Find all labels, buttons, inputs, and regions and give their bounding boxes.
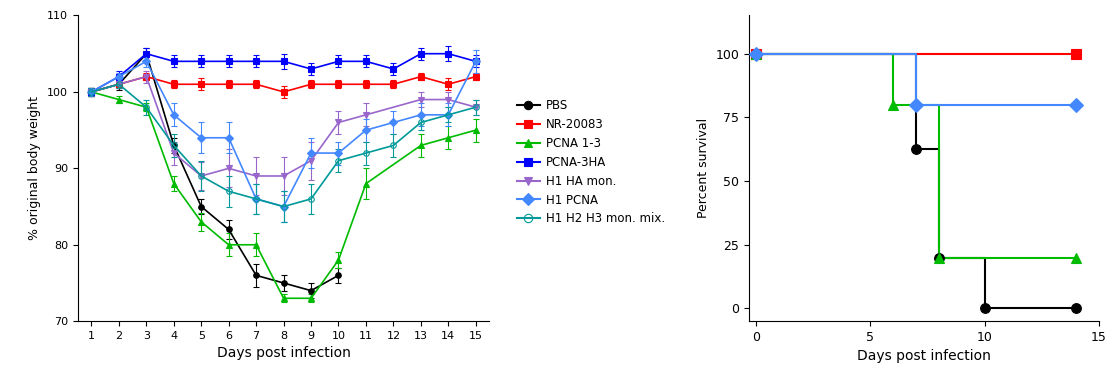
X-axis label: Days post infection: Days post infection (857, 349, 991, 363)
X-axis label: Days post infection: Days post infection (216, 346, 351, 360)
Y-axis label: Percent survival: Percent survival (697, 118, 709, 218)
Legend: PBS, NR-20083, PCNA 1-3, PCNA-3HA, H1 HA mon., H1 PCNA, H1 H2 H3 mon. mix.: PBS, NR-20083, PCNA 1-3, PCNA-3HA, H1 HA… (512, 94, 670, 230)
Y-axis label: % original body weight: % original body weight (29, 96, 41, 240)
